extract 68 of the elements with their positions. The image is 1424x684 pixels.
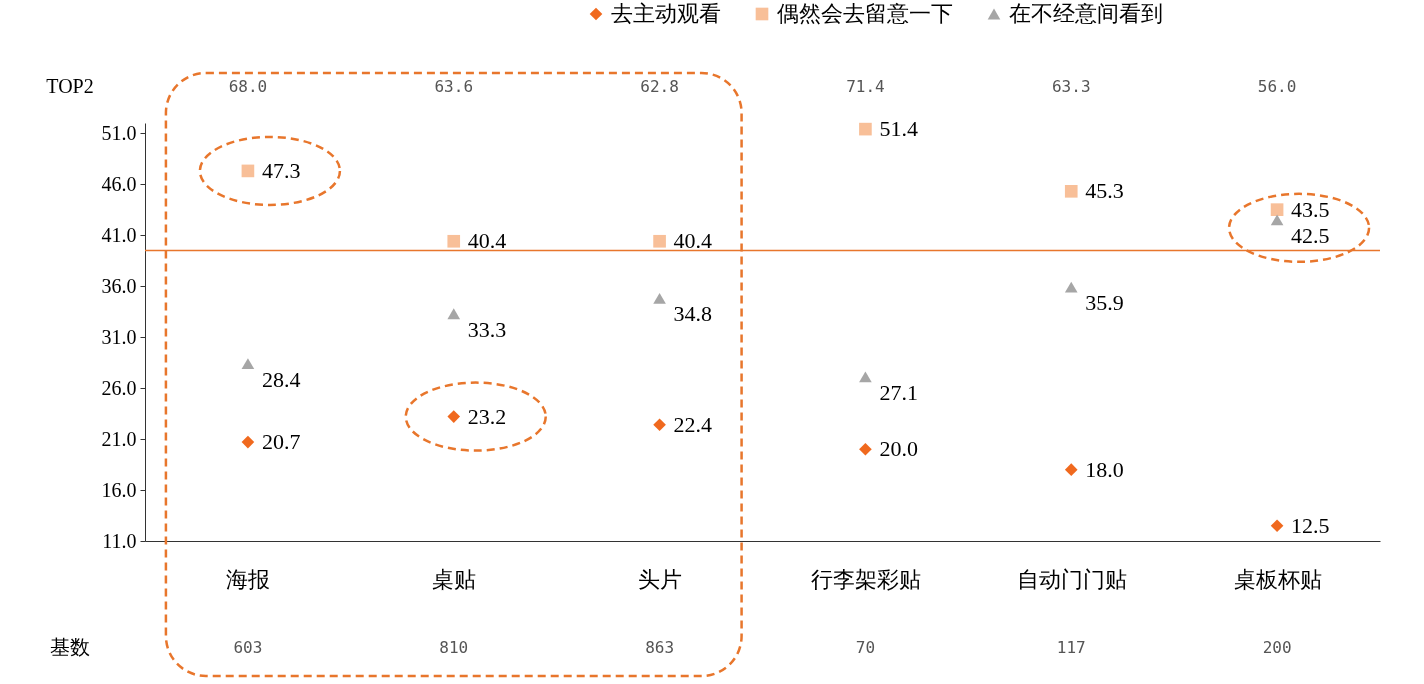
text: 603	[233, 638, 263, 657]
x-tick-label: 自动门门贴	[1016, 566, 1127, 592]
y-tick-label: 36.0	[101, 274, 137, 297]
data-label: 12.5	[1291, 512, 1330, 538]
x-tick-label: 桌板杯贴	[1233, 566, 1322, 592]
text: TOP2	[46, 75, 94, 97]
data-label: 47.3	[261, 157, 301, 183]
data-label: 34.8	[673, 301, 713, 327]
point	[447, 410, 461, 423]
text: 70	[855, 638, 876, 657]
data-label: 27.1	[879, 379, 918, 405]
y-tick-label: 41.0	[101, 223, 137, 246]
text: 117	[1056, 638, 1086, 657]
text: 63.6	[434, 77, 474, 96]
text: 71.4	[846, 77, 885, 96]
point	[447, 234, 461, 248]
point	[1270, 203, 1284, 216]
data-label: 28.4	[261, 366, 301, 392]
point	[653, 234, 666, 248]
point	[1064, 184, 1078, 198]
point	[241, 358, 255, 370]
legend-label: 去主动观看	[611, 1, 721, 26]
point	[1064, 463, 1078, 476]
data-label: 35.9	[1085, 290, 1124, 316]
legend-label: 偶然会去留意一下	[777, 1, 953, 26]
text: 62.8	[640, 77, 679, 96]
y-tick-label: 21.0	[101, 427, 137, 450]
point	[653, 292, 666, 304]
text: 810	[439, 638, 469, 657]
point	[1270, 519, 1284, 533]
data-label: 20.0	[879, 436, 918, 462]
y-tick-label: 26.0	[101, 376, 137, 399]
x-tick-label: 行李架彩贴	[810, 566, 921, 592]
text: 基数	[50, 636, 90, 658]
data-label: 20.7	[261, 429, 301, 455]
data-label: 42.5	[1291, 222, 1330, 248]
point	[859, 122, 872, 136]
data-label: 40.4	[673, 228, 713, 254]
text: 63.3	[1051, 77, 1091, 96]
x-tick-label: 头片	[638, 566, 683, 592]
data-label: 18.0	[1085, 456, 1124, 482]
data-label: 51.4	[879, 116, 918, 142]
point	[241, 164, 255, 178]
point	[447, 308, 461, 320]
text: 200	[1262, 638, 1292, 657]
data-label: 22.4	[673, 411, 713, 437]
point	[859, 371, 872, 383]
y-tick-label: 51.0	[101, 121, 137, 144]
legend-label: 在不经意间看到	[1009, 1, 1163, 26]
data-label: 45.3	[1085, 178, 1124, 204]
text: 68.0	[228, 77, 268, 96]
point	[653, 418, 666, 432]
point	[859, 442, 872, 456]
data-label: 43.5	[1291, 196, 1330, 222]
data-label: 33.3	[467, 316, 507, 342]
y-tick-label: 11.0	[102, 529, 137, 552]
data-label: 23.2	[467, 403, 507, 429]
point	[241, 435, 255, 449]
point	[1270, 214, 1284, 226]
y-tick-label: 31.0	[101, 325, 137, 348]
data-label: 40.4	[467, 228, 507, 254]
text: 863	[645, 638, 675, 657]
x-tick-label: 桌贴	[432, 566, 477, 592]
y-tick-label: 16.0	[101, 478, 137, 501]
y-tick-label: 46.0	[101, 172, 137, 195]
text: 56.0	[1257, 77, 1297, 96]
x-tick-label: 海报	[226, 566, 271, 592]
point	[1064, 281, 1078, 293]
